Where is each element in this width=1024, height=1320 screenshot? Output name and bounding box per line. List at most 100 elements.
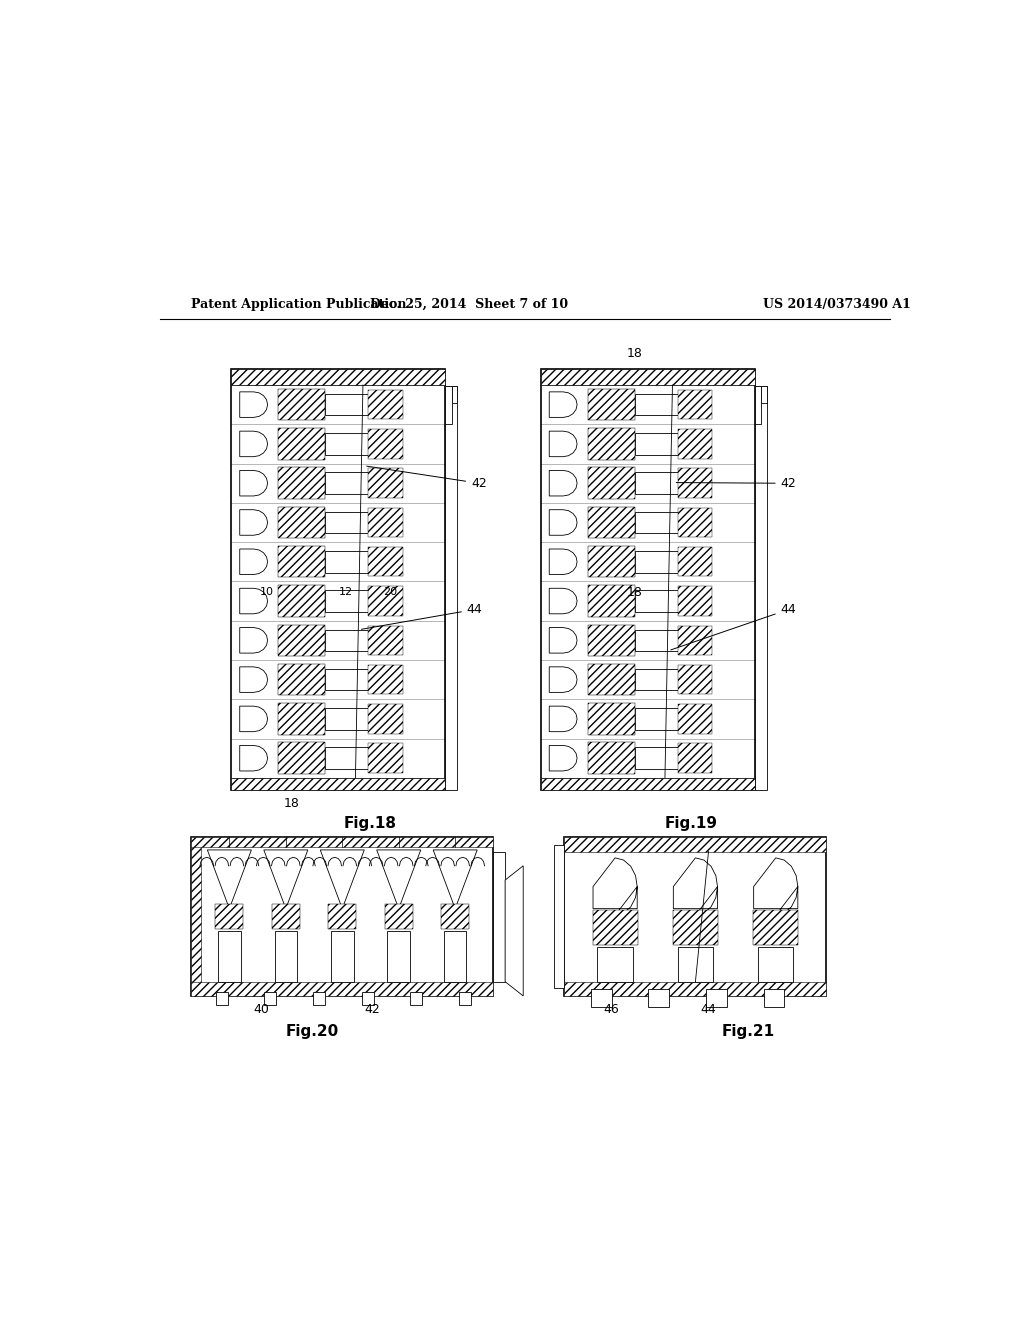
Bar [326, 550, 369, 573]
Bar [588, 624, 635, 656]
Polygon shape [549, 706, 578, 731]
Polygon shape [549, 627, 578, 653]
Bar [635, 393, 678, 416]
Bar [554, 845, 564, 987]
Polygon shape [240, 549, 267, 574]
Polygon shape [549, 746, 578, 771]
Bar [678, 586, 712, 616]
Text: 44: 44 [700, 1003, 717, 1016]
Bar [326, 590, 369, 612]
Bar [445, 385, 458, 789]
Polygon shape [549, 392, 578, 417]
Bar [411, 991, 423, 1006]
Bar [326, 473, 369, 494]
Bar [673, 911, 718, 945]
Text: 18: 18 [627, 586, 643, 599]
Bar [648, 989, 670, 1007]
Text: Fig.19: Fig.19 [665, 816, 717, 830]
Bar [635, 512, 678, 533]
Bar [588, 546, 635, 577]
Bar [271, 904, 300, 929]
Text: 18: 18 [627, 347, 643, 360]
Bar [369, 546, 402, 577]
Bar [588, 428, 635, 459]
Polygon shape [754, 858, 798, 915]
Polygon shape [240, 392, 267, 417]
Bar [541, 777, 755, 789]
Bar [313, 991, 325, 1006]
Bar [326, 669, 369, 690]
Bar [452, 385, 458, 403]
Bar [216, 991, 227, 1006]
Bar [326, 630, 369, 651]
Bar [635, 669, 678, 690]
Bar [459, 991, 471, 1006]
Bar [326, 747, 369, 770]
Bar [445, 385, 452, 424]
Bar [593, 911, 638, 945]
Bar [231, 370, 445, 385]
Text: Fig.21: Fig.21 [721, 1023, 774, 1039]
Bar [588, 389, 635, 420]
Polygon shape [240, 510, 267, 535]
Polygon shape [240, 667, 267, 693]
Bar [541, 370, 755, 385]
Polygon shape [240, 627, 267, 653]
Bar [279, 742, 326, 774]
Text: 12: 12 [339, 587, 353, 597]
Polygon shape [549, 510, 578, 535]
Bar [274, 931, 297, 982]
Polygon shape [240, 706, 267, 731]
Bar [369, 469, 402, 498]
Bar [755, 385, 762, 424]
Bar [564, 837, 826, 851]
Bar [191, 837, 201, 997]
Bar [678, 508, 712, 537]
Bar [494, 851, 505, 982]
Bar [755, 385, 767, 789]
Bar [279, 428, 326, 459]
Bar [635, 433, 678, 454]
Bar [369, 665, 402, 694]
Polygon shape [377, 850, 421, 908]
Bar [754, 911, 799, 945]
Bar [369, 626, 402, 655]
Bar [588, 585, 635, 616]
Text: 42: 42 [365, 1003, 380, 1016]
Polygon shape [549, 589, 578, 614]
Text: US 2014/0373490 A1: US 2014/0373490 A1 [763, 298, 910, 312]
Bar [191, 982, 494, 997]
Bar [279, 507, 326, 539]
Text: 18: 18 [284, 797, 299, 810]
Bar [279, 585, 326, 616]
Bar [369, 429, 402, 458]
Bar [678, 429, 712, 458]
Polygon shape [240, 589, 267, 614]
Bar [635, 630, 678, 651]
Polygon shape [505, 866, 523, 997]
Bar [635, 708, 678, 730]
Polygon shape [240, 470, 267, 496]
Bar [588, 664, 635, 696]
Bar [635, 747, 678, 770]
Polygon shape [264, 850, 308, 908]
Bar [328, 904, 356, 929]
Text: 46: 46 [604, 1003, 620, 1016]
Bar [369, 704, 402, 734]
Bar [443, 931, 467, 982]
Bar [279, 704, 326, 735]
Polygon shape [674, 858, 718, 915]
Bar [191, 837, 494, 997]
Bar [564, 982, 826, 997]
Text: Fig.20: Fig.20 [286, 1023, 339, 1039]
Bar [369, 586, 402, 616]
Bar [385, 904, 413, 929]
Text: 44: 44 [361, 603, 482, 630]
Bar [279, 624, 326, 656]
Text: Fig.18: Fig.18 [344, 816, 397, 830]
Bar [591, 989, 611, 1007]
Bar [279, 467, 326, 499]
Polygon shape [593, 858, 637, 915]
Bar [326, 393, 369, 416]
Bar [387, 931, 410, 982]
